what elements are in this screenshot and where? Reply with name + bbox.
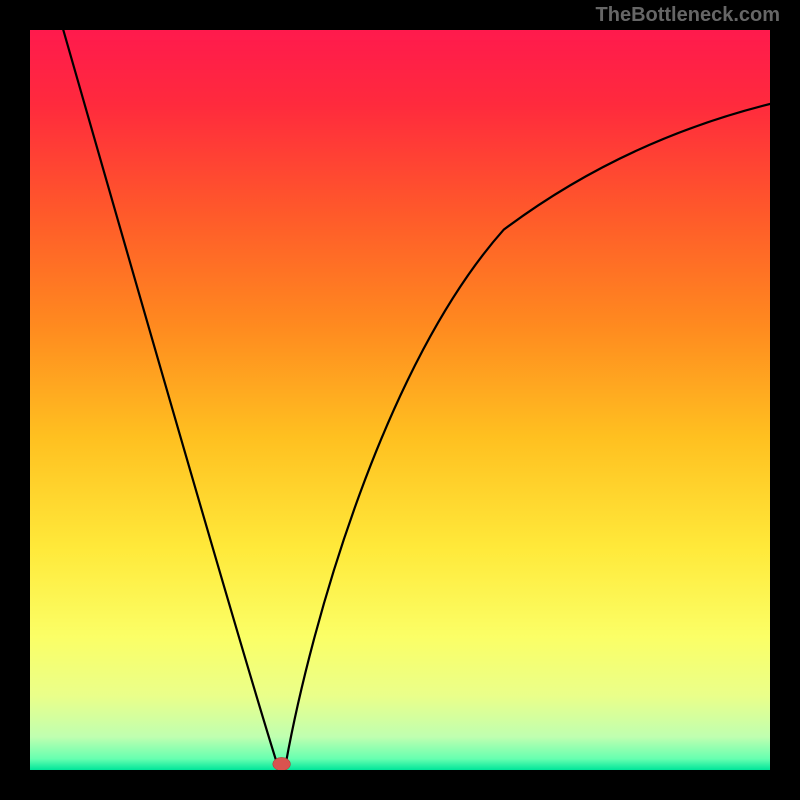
optimal-point-marker (273, 757, 291, 770)
watermark-text: TheBottleneck.com (596, 4, 780, 27)
chart-container (30, 30, 770, 770)
bottleneck-chart (30, 30, 770, 770)
